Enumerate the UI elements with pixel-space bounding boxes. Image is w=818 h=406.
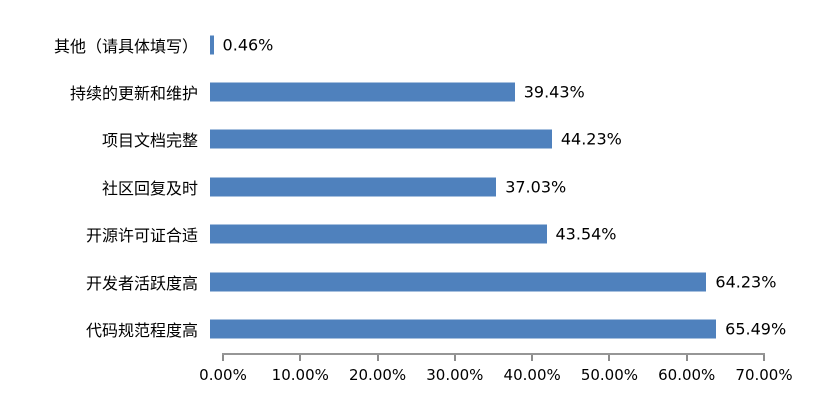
x-axis-line — [222, 353, 765, 355]
value-label: 0.46% — [222, 35, 274, 55]
bar — [210, 224, 547, 244]
bar — [210, 82, 515, 102]
bar — [210, 177, 497, 197]
category-label: 开源许可证合适 — [85, 226, 198, 246]
x-axis-tick — [763, 355, 765, 361]
x-axis-tick-label: 60.00% — [658, 366, 716, 384]
bar-track: 37.03% — [210, 163, 751, 210]
value-label: 39.43% — [523, 82, 585, 102]
x-axis-tick-label: 0.00% — [199, 366, 247, 384]
bar-row: 开源许可证合适 43.54% — [0, 211, 818, 258]
bar-row: 其他（请具体填写） 0.46% — [0, 21, 818, 68]
bar-row: 开发者活跃度高 64.23% — [0, 258, 818, 305]
bar — [210, 129, 552, 149]
category-label: 持续的更新和维护 — [69, 84, 198, 104]
plot-rows: 其他（请具体填写） 0.46% 持续的更新和维护 39.43% 项目文档完整 44.23%… — [0, 21, 818, 353]
x-axis-tick-label: 30.00% — [426, 366, 484, 384]
x-axis-tick-label: 10.00% — [271, 366, 329, 384]
bar-track: 39.43% — [210, 68, 751, 115]
bar-row: 代码规范程度高 65.49% — [0, 305, 818, 352]
x-axis-tick-label: 40.00% — [503, 366, 561, 384]
category-label: 其他（请具体填写） — [53, 36, 198, 56]
x-axis-tick — [453, 355, 456, 361]
x-axis: 0.00% 10.00% 20.00% 30.00% 40.00% 50.00% 60.00… — [199, 353, 793, 398]
bar-track: 44.23% — [210, 116, 751, 163]
x-axis-tick — [299, 355, 302, 361]
bar-row: 项目文档完整 44.23% — [0, 116, 818, 163]
x-axis-tick — [608, 355, 611, 361]
value-label: 43.54% — [555, 224, 617, 244]
x-axis-tick-label: 70.00% — [735, 366, 793, 384]
category-label: 开发者活跃度高 — [85, 273, 198, 293]
value-label: 37.03% — [505, 177, 567, 197]
category-label: 项目文档完整 — [101, 131, 198, 151]
bar — [210, 319, 717, 339]
x-axis-tick — [531, 355, 534, 361]
x-axis-tick-label: 50.00% — [580, 366, 639, 384]
x-axis-tick — [685, 355, 688, 361]
x-axis-tick-label: 20.00% — [348, 366, 407, 384]
bar — [210, 272, 707, 292]
bar-track: 65.49% — [210, 305, 786, 352]
bar-track: 64.23% — [210, 258, 776, 305]
category-label: 社区回复及时 — [101, 178, 198, 198]
bar-row: 社区回复及时 37.03% — [0, 163, 818, 210]
bar-track: 0.46% — [210, 21, 751, 68]
category-label: 代码规范程度高 — [85, 321, 198, 341]
value-label: 64.23% — [715, 272, 777, 292]
value-label: 44.23% — [560, 129, 622, 149]
bar-track: 43.54% — [210, 211, 751, 258]
x-axis-tick — [222, 355, 224, 361]
bar-row: 持续的更新和维护 39.43% — [0, 68, 818, 115]
bar — [210, 35, 214, 55]
value-label: 65.49% — [725, 319, 787, 339]
x-axis-tick — [376, 355, 379, 361]
